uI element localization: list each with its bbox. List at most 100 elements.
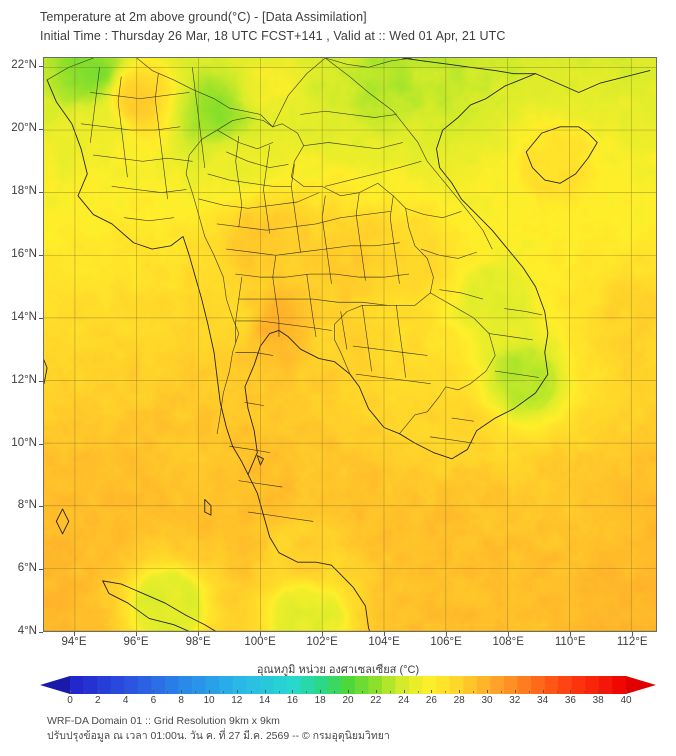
x-tick-label: 96°E [123, 636, 149, 648]
y-tick-mark [39, 380, 43, 382]
y-tick-label: 10°N [11, 436, 37, 449]
map-plot-area[interactable] [43, 57, 657, 632]
colorbar-tick-mark [570, 690, 572, 693]
colorbar-tick-label: 6 [150, 695, 157, 706]
y-tick-label: 16°N [11, 248, 37, 260]
colorbar-minor-tick [195, 691, 197, 693]
x-tick-label: 102°E [306, 636, 338, 648]
colorbar-tick-label: 10 [203, 695, 215, 706]
x-tick-label: 104°E [368, 636, 400, 648]
colorbar-tick-mark [459, 690, 461, 693]
colorbar-minor-tick [556, 691, 558, 693]
colorbar-tick-mark [292, 690, 294, 693]
x-tick-mark [198, 632, 200, 636]
colorbar-tick-label: 0 [67, 695, 73, 706]
y-tick-mark [39, 569, 43, 571]
colorbar-minor-tick [334, 691, 336, 693]
colorbar-tick-mark [514, 690, 516, 693]
colorbar-tick-label: 32 [509, 695, 521, 706]
colorbar-title: อุณหภูมิ หน่วย องศาเซลเซียส (°C) [256, 664, 420, 676]
x-tick-mark [74, 632, 75, 636]
colorbar-tick-label: 4 [122, 695, 129, 706]
colorbar-tick-mark [209, 690, 210, 693]
x-tick-mark [508, 632, 510, 636]
colorbar-minor-tick [417, 691, 419, 693]
colorbar-tick-mark [70, 690, 71, 693]
colorbar-tick-label: 20 [342, 695, 354, 706]
y-tick-label: 8°N [17, 499, 37, 512]
colorbar-tick-label: 22 [370, 695, 382, 706]
colorbar-tick-label: 16 [286, 695, 298, 706]
colorbar-tick-labels: 0 2 4 6 8 10 12 14 16 18 20 22 24 26 28 30 32 34 36 38 40 [40, 690, 656, 709]
colorbar-tick-mark [320, 690, 322, 693]
x-tick-label: 98°E [185, 636, 211, 648]
footer-credit: ปรับปรุงข้อมูล ณ เวลา 01:00น. วัน ค. ที่… [47, 730, 390, 742]
x-tick-mark [446, 632, 448, 636]
x-tick-label: 94°E [61, 636, 87, 648]
colorbar-tick-mark [125, 690, 127, 693]
x-tick-mark [632, 632, 634, 636]
figure-footer: WRF-DA Domain 01 :: Grid Resolution 9km … [47, 714, 667, 744]
colorbar-minor-tick [389, 691, 391, 693]
colorbar-minor-tick [250, 691, 252, 693]
y-tick-label: 20°N [11, 122, 37, 135]
y-tick-label: 14°N [11, 310, 37, 323]
colorbar-minor-tick [111, 691, 113, 693]
forecast-subtitle: Initial Time : Thursday 26 Mar, 18 UTC F… [40, 29, 506, 43]
y-tick-mark [39, 443, 43, 445]
y-tick-mark [39, 506, 43, 508]
y-tick-mark [39, 129, 43, 131]
colorbar-gradient [40, 676, 656, 694]
y-tick-mark [39, 255, 43, 256]
colorbar-tick-label: 30 [481, 695, 493, 706]
colorbar-minor-tick [500, 691, 502, 693]
colorbar-minor-tick [222, 691, 224, 693]
colorbar-tick-label: 24 [398, 695, 410, 706]
colorbar-minor-tick [278, 691, 280, 693]
page-title: Temperature at 2m above ground(°C) - [Da… [40, 10, 367, 24]
x-tick-mark [260, 632, 262, 636]
colorbar-minor-tick [83, 691, 85, 693]
y-tick-mark [39, 632, 43, 633]
x-tick-label: 110°E [554, 636, 586, 648]
colorbar-minor-tick [445, 691, 447, 693]
x-tick-mark [322, 632, 324, 636]
colorbar-tick-label: 14 [259, 695, 271, 706]
x-tick-mark [570, 632, 572, 636]
colorbar-tick-mark [236, 690, 238, 693]
x-tick-label: 108°E [492, 636, 524, 648]
colorbar-tick-mark [598, 690, 600, 693]
colorbar-tick-label: 12 [231, 695, 243, 706]
temperature-field-canvas [44, 58, 656, 631]
x-tick-label: 112°E [616, 636, 648, 648]
colorbar-minor-tick [139, 691, 141, 693]
colorbar-tick-mark [348, 690, 349, 693]
x-tick-mark [136, 632, 137, 636]
colorbar-tick-mark [153, 690, 155, 693]
colorbar-tick-label: 40 [620, 695, 632, 706]
y-tick-label: 4°N [17, 625, 37, 637]
colorbar-tick-label: 34 [537, 695, 549, 706]
colorbar: อุณหภูมิ หน่วย องศาเซลเซียส (°C) 0 2 4 6 8 10… [0, 660, 676, 708]
footer-model-info: WRF-DA Domain 01 :: Grid Resolution 9km … [47, 715, 280, 727]
colorbar-tick-mark [264, 690, 266, 693]
colorbar-tick-mark [403, 690, 405, 693]
colorbar-tick-label: 2 [95, 695, 101, 706]
colorbar-tick-mark [487, 690, 488, 693]
colorbar-tick-label: 36 [564, 695, 576, 706]
colorbar-tick-mark [431, 690, 433, 693]
colorbar-minor-tick [167, 691, 169, 693]
y-tick-mark [39, 192, 43, 194]
lat-lon-gridlines [44, 58, 656, 631]
y-tick-label: 22°N [11, 59, 37, 72]
colorbar-tick-mark [97, 690, 99, 693]
colorbar-tick-mark [181, 690, 183, 693]
colorbar-minor-tick [584, 691, 586, 693]
figure-title-block: Temperature at 2m above ground(°C) - [Da… [40, 8, 660, 46]
y-tick-label: 18°N [11, 185, 37, 198]
y-tick-label: 6°N [17, 562, 37, 575]
colorbar-minor-tick [306, 691, 308, 693]
x-tick-label: 106°E [430, 636, 462, 648]
colorbar-tick-mark [626, 690, 627, 693]
